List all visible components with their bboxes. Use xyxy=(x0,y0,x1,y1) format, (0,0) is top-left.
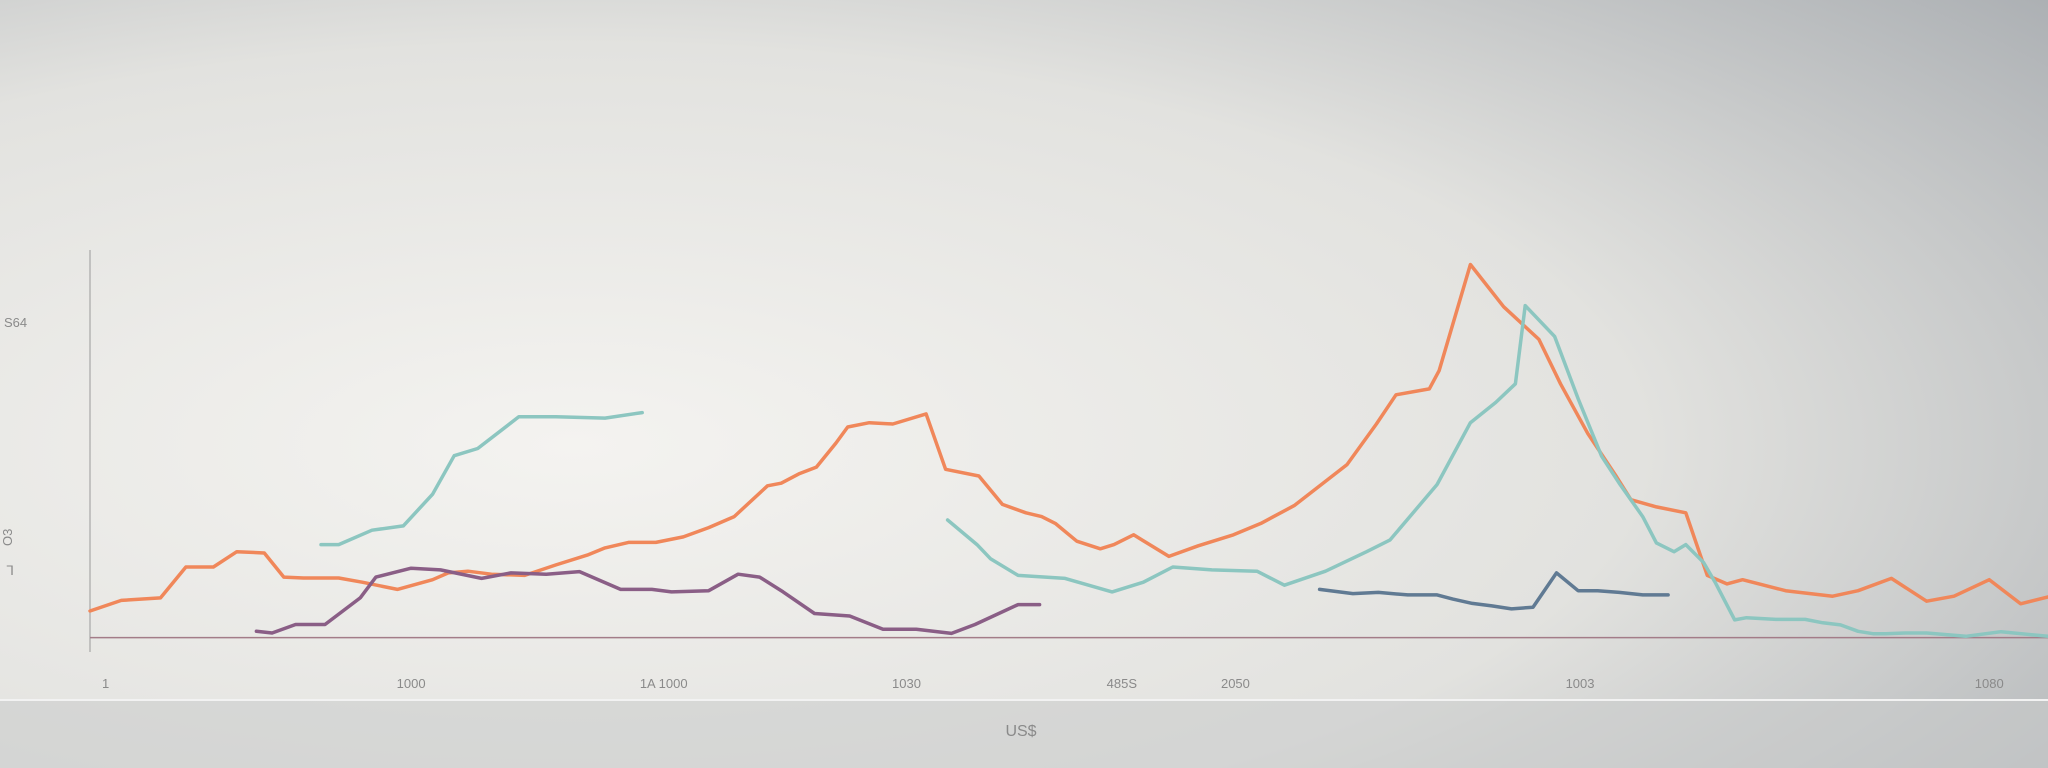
y-tick-label: S64 xyxy=(4,315,27,330)
x-tick-label: 1000 xyxy=(397,676,426,691)
series-line-purple xyxy=(254,566,1042,636)
x-tick-label: 1003 xyxy=(1566,676,1595,691)
x-tick-label: 1A 1000 xyxy=(640,676,688,691)
series-layer xyxy=(88,262,2048,639)
x-tick-label: 485S xyxy=(1107,676,1138,691)
x-tick-label: 1 xyxy=(102,676,109,691)
footer-band xyxy=(0,700,2048,768)
x-tick-label: 1080 xyxy=(1975,676,2004,691)
y-tick-label: O3 xyxy=(0,529,15,546)
series-line-slate xyxy=(1317,571,1670,611)
series-line-teal-short xyxy=(319,410,644,547)
x-ticks: 1 1000 1A 1000 1030 485S 2050 1003 1080 xyxy=(102,676,2004,691)
series-line-orange xyxy=(88,262,2048,613)
y-axis-marker: ᒣ xyxy=(6,563,14,578)
series-line-teal-long xyxy=(945,303,2048,639)
x-tick-label: 1030 xyxy=(892,676,921,691)
y-ticks: S64 O3 ᒣ xyxy=(0,315,27,578)
x-axis-label: US$ xyxy=(1005,723,1036,740)
x-tick-label: 2050 xyxy=(1221,676,1250,691)
